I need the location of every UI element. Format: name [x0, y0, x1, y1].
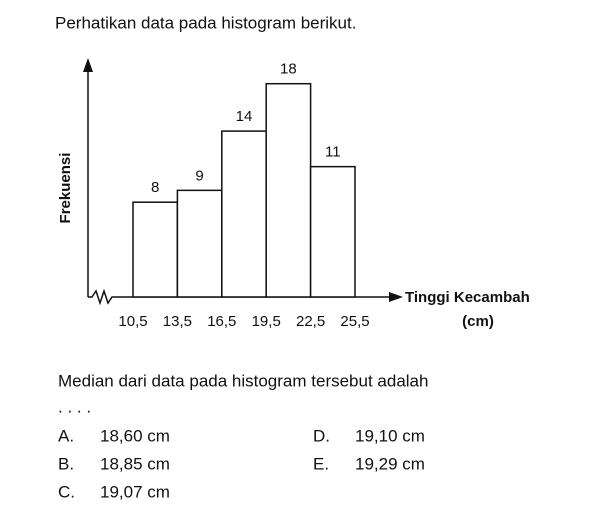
- bar: [221, 130, 267, 298]
- option-letter: E.: [313, 454, 329, 473]
- option-text: 18,85 cm: [100, 454, 170, 473]
- question: Perhatikan data pada histogram berikut.: [55, 13, 356, 32]
- option-letter: C.: [58, 482, 75, 501]
- bar-label: 14: [236, 108, 253, 125]
- x-arrow: [389, 292, 403, 302]
- x-axis: [88, 288, 395, 306]
- y-axis-label: Frekuensi: [57, 153, 74, 224]
- bar: [132, 201, 179, 298]
- x-tick-label: 25,5: [340, 313, 369, 330]
- x-tick-label: 22,5: [296, 313, 325, 330]
- x-tick-label: 10,5: [118, 313, 147, 330]
- option-letter: B.: [58, 454, 74, 473]
- option-text: 18,60 cm: [100, 426, 170, 445]
- bar: [265, 82, 312, 298]
- prompt: Median dari data pada histogram tersebut…: [58, 371, 428, 390]
- bar-label: 9: [195, 167, 203, 184]
- option-letter: A.: [58, 426, 74, 445]
- option-text: 19,07 cm: [100, 482, 170, 501]
- bar-label: 11: [325, 144, 341, 161]
- y-arrow: [83, 58, 93, 72]
- x-tick-label: 16,5: [207, 313, 236, 330]
- option-letter: D.: [313, 426, 330, 445]
- ellipsis: . . . .: [58, 397, 91, 416]
- bar-label: 18: [280, 61, 297, 78]
- x-tick-label: 13,5: [163, 313, 192, 330]
- x-axis-label: Tinggi Kecambah: [405, 289, 530, 306]
- option-text: 19,10 cm: [355, 426, 425, 445]
- x-tick-label: 19,5: [252, 313, 281, 330]
- x-axis-label: (cm): [462, 313, 494, 330]
- bar-label: 8: [151, 179, 159, 196]
- option-text: 19,29 cm: [355, 454, 425, 473]
- bar: [309, 165, 356, 298]
- bar: [176, 189, 223, 298]
